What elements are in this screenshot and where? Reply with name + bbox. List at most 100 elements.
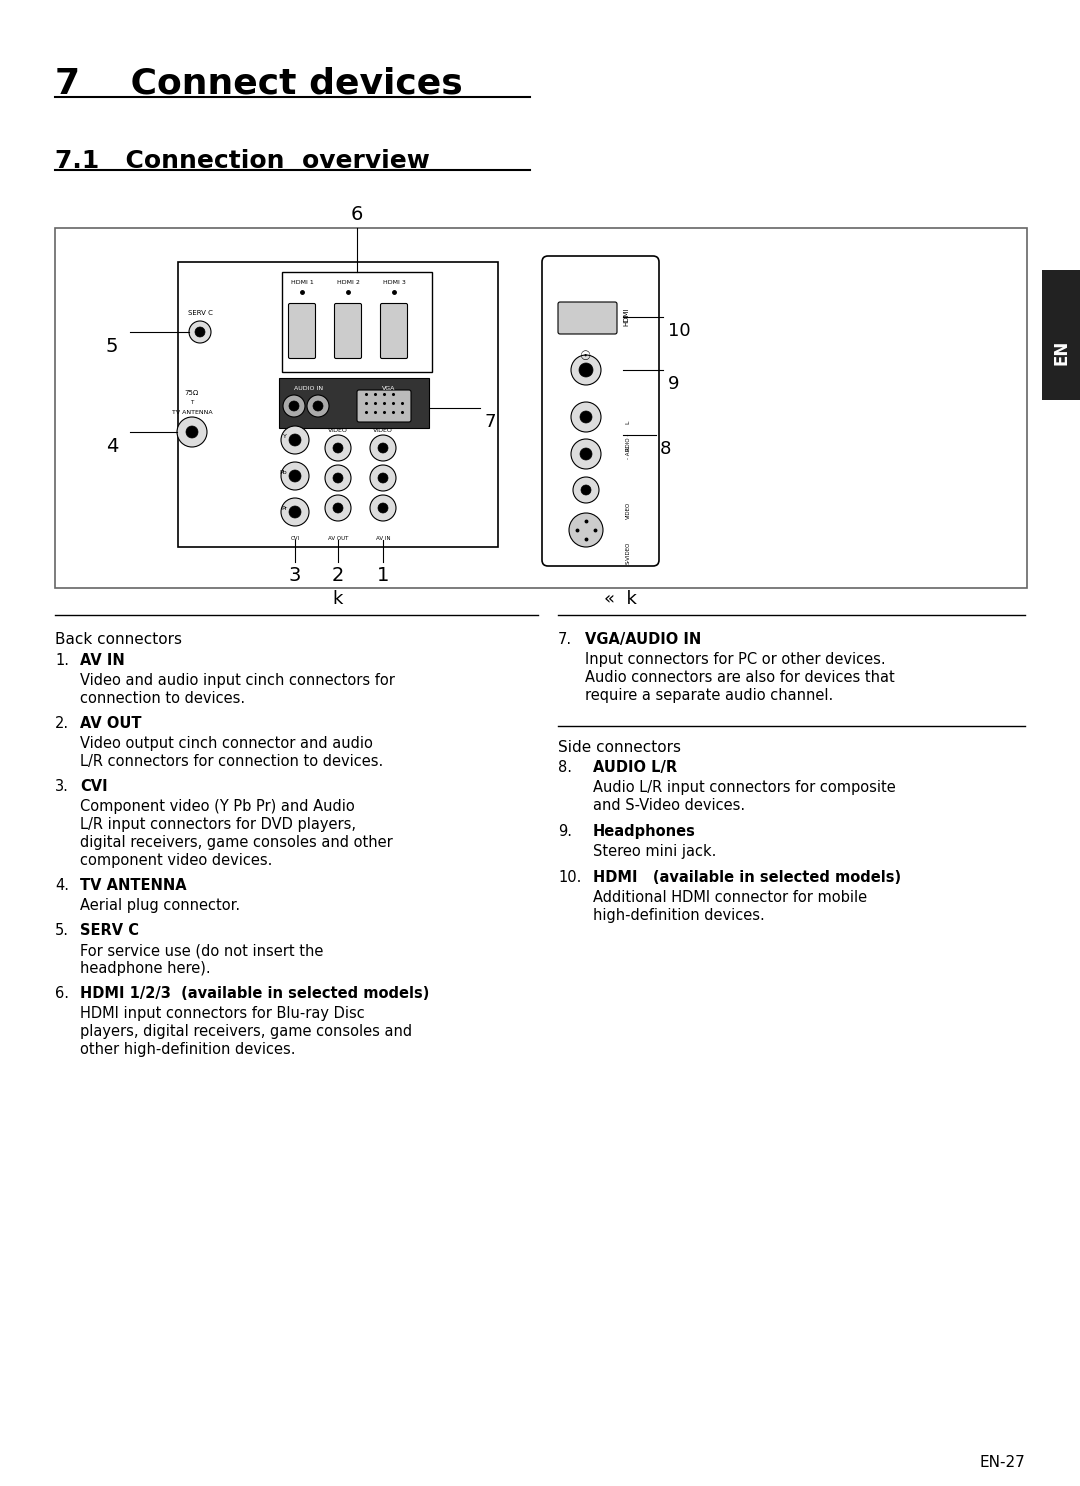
Text: SERV C: SERV C [188,311,213,317]
Circle shape [281,462,309,490]
Text: TV ANTENNA: TV ANTENNA [172,410,213,415]
FancyBboxPatch shape [558,302,617,334]
Text: CVI: CVI [291,536,299,541]
Text: S-VIDEO: S-VIDEO [625,542,631,565]
Text: Additional HDMI connector for mobile: Additional HDMI connector for mobile [593,890,867,905]
Text: 7    Connect devices: 7 Connect devices [55,65,462,100]
Circle shape [333,443,343,453]
Text: high-definition devices.: high-definition devices. [593,908,765,923]
Circle shape [281,498,309,526]
Circle shape [370,465,396,490]
Text: k: k [333,590,343,608]
Bar [55,227,1027,588]
Text: Back connectors: Back connectors [55,632,183,646]
Circle shape [580,447,592,461]
Bar [279,377,429,428]
Text: R: R [625,447,631,452]
Circle shape [289,507,301,519]
Text: HDMI   (available in selected models): HDMI (available in selected models) [593,869,901,886]
Text: 7.: 7. [558,632,572,646]
Text: - AUDIO -: - AUDIO - [625,434,631,459]
Text: 8.: 8. [558,759,572,776]
Text: HDMI input connectors for Blu-ray Disc: HDMI input connectors for Blu-ray Disc [80,1006,365,1021]
Text: 2: 2 [332,566,345,585]
Text: AUDIO IN: AUDIO IN [295,386,324,391]
Text: 1: 1 [377,566,389,585]
Text: CVI: CVI [80,779,108,794]
Text: 2.: 2. [55,716,69,731]
Text: HDMI: HDMI [623,308,629,325]
Circle shape [307,395,329,418]
Text: TV ANTENNA: TV ANTENNA [80,878,187,893]
Text: «  k: « k [604,590,636,608]
Text: L/R input connectors for DVD players,: L/R input connectors for DVD players, [80,817,356,832]
Bar [282,272,432,372]
Text: L: L [625,421,631,424]
Text: 75Ω: 75Ω [185,389,199,395]
Circle shape [289,401,299,412]
Text: VIDEO: VIDEO [373,428,393,432]
Circle shape [325,435,351,461]
Text: HDMI 1/2/3  (available in selected models): HDMI 1/2/3 (available in selected models… [80,987,430,1002]
Text: AV IN: AV IN [376,536,390,541]
Text: 4: 4 [106,437,118,456]
Text: Component video (Y Pb Pr) and Audio: Component video (Y Pb Pr) and Audio [80,799,354,814]
Circle shape [571,355,600,385]
Circle shape [333,473,343,483]
Circle shape [571,403,600,432]
Circle shape [325,465,351,490]
Text: Aerial plug connector.: Aerial plug connector. [80,898,240,912]
Circle shape [569,513,603,547]
Text: 7.1   Connection  overview: 7.1 Connection overview [55,149,430,172]
Text: 6.: 6. [55,987,69,1002]
Text: 3.: 3. [55,779,69,794]
Circle shape [378,443,388,453]
Text: Y: Y [283,434,287,438]
Circle shape [378,502,388,513]
Text: AV IN: AV IN [80,652,125,669]
Circle shape [313,401,323,412]
Text: VIDEO: VIDEO [625,502,631,519]
Text: 4.: 4. [55,878,69,893]
Text: digital receivers, game consoles and other: digital receivers, game consoles and oth… [80,835,393,850]
FancyBboxPatch shape [542,256,659,566]
Circle shape [370,495,396,522]
Text: T: T [190,400,193,406]
Text: other high-definition devices.: other high-definition devices. [80,1042,296,1057]
Circle shape [571,438,600,470]
Text: component video devices.: component video devices. [80,853,272,868]
FancyBboxPatch shape [380,303,407,358]
Text: Audio connectors are also for devices that: Audio connectors are also for devices th… [585,670,894,685]
Bar [1042,270,1080,400]
Text: 3: 3 [288,566,301,585]
Circle shape [289,470,301,481]
Text: L/R connectors for connection to devices.: L/R connectors for connection to devices… [80,753,383,768]
Circle shape [370,435,396,461]
Circle shape [581,484,591,495]
Text: require a separate audio channel.: require a separate audio channel. [585,688,834,703]
Text: Video output cinch connector and audio: Video output cinch connector and audio [80,736,373,750]
Text: VGA/AUDIO IN: VGA/AUDIO IN [585,632,701,646]
Text: AUDIO L/R: AUDIO L/R [593,759,677,776]
Text: players, digital receivers, game consoles and: players, digital receivers, game console… [80,1024,413,1039]
Text: Pb: Pb [280,470,287,476]
Circle shape [333,502,343,513]
Text: HDMI 3: HDMI 3 [382,279,405,285]
Circle shape [573,477,599,502]
Text: 10: 10 [669,322,690,340]
Text: Side connectors: Side connectors [558,740,681,755]
FancyBboxPatch shape [357,389,411,422]
Circle shape [186,426,198,438]
Text: EN: EN [1052,340,1070,366]
Text: headphone here).: headphone here). [80,961,211,976]
Text: 5.: 5. [55,923,69,938]
Text: VIDEO: VIDEO [328,428,348,432]
Circle shape [579,363,593,377]
Text: HDMI 2: HDMI 2 [337,279,360,285]
Text: connection to devices.: connection to devices. [80,691,245,706]
Text: 1.: 1. [55,652,69,669]
Circle shape [325,495,351,522]
Text: Headphones: Headphones [593,825,696,840]
Circle shape [378,473,388,483]
Circle shape [177,418,207,447]
